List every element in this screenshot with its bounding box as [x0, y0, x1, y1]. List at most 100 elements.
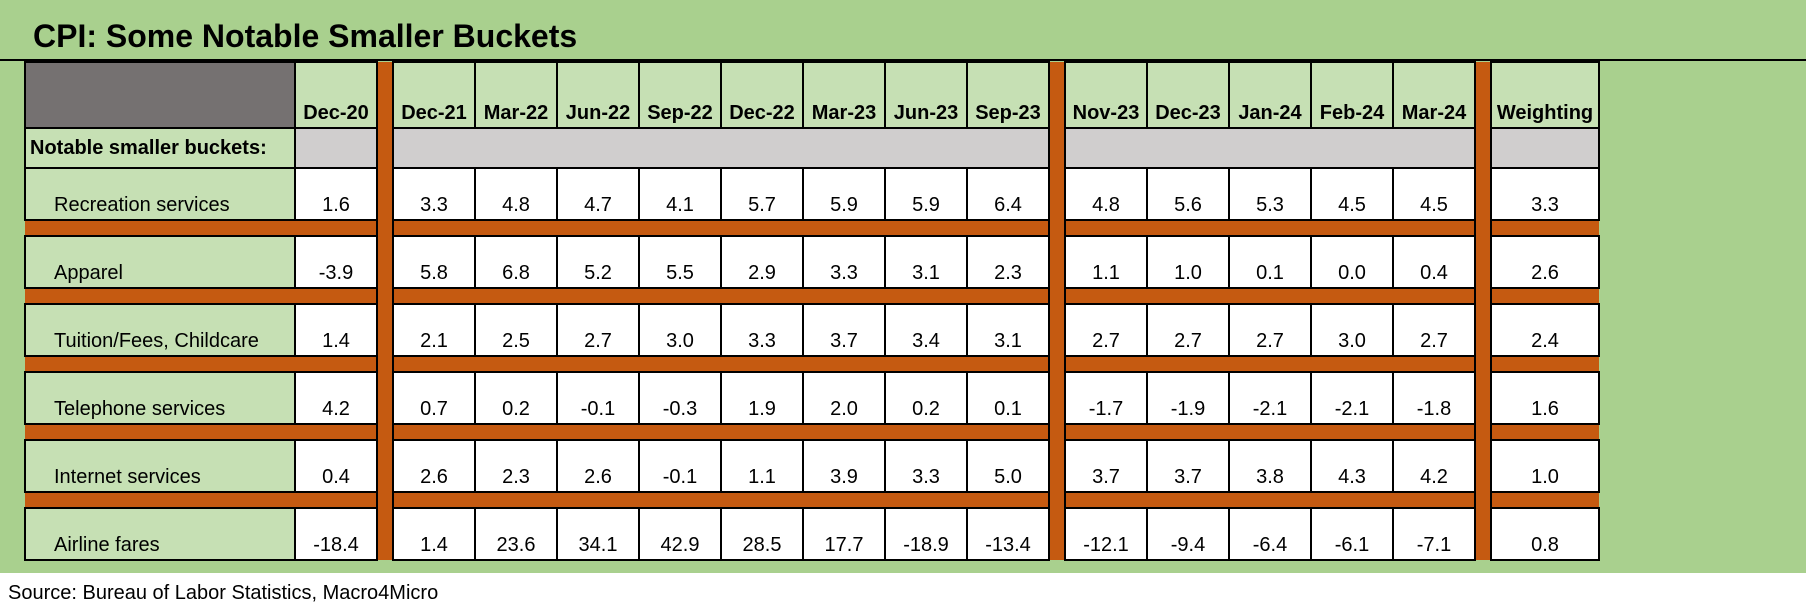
- value-cell: -6.1: [1310, 507, 1394, 561]
- header-corner: [24, 61, 296, 129]
- value-cell: 4.2: [294, 371, 378, 425]
- value-cell: -12.1: [1064, 507, 1148, 561]
- value-cell: 3.3: [802, 235, 886, 289]
- value-cell: 3.3: [392, 167, 476, 221]
- value-cell: 1.6: [1490, 371, 1600, 425]
- value-cell: 2.3: [966, 235, 1050, 289]
- source-note: Source: Bureau of Labor Statistics, Macr…: [8, 582, 439, 604]
- value-cell: 3.4: [884, 303, 968, 357]
- column-header: Mar-24: [1392, 61, 1476, 129]
- value-cell: -13.4: [966, 507, 1050, 561]
- row-separator: [25, 219, 1599, 237]
- value-cell: 1.0: [1490, 439, 1600, 493]
- row-separator: [25, 287, 1599, 305]
- row-label: Tuition/Fees, Childcare: [24, 303, 296, 357]
- column-separator: [376, 62, 394, 560]
- row-separator-cell: [295, 491, 377, 509]
- value-cell: -0.1: [638, 439, 722, 493]
- value-cell: 4.8: [1064, 167, 1148, 221]
- value-cell: 0.2: [884, 371, 968, 425]
- value-cell: 5.2: [556, 235, 640, 289]
- value-cell: 5.6: [1146, 167, 1230, 221]
- value-cell: 0.2: [474, 371, 558, 425]
- value-cell: 2.6: [556, 439, 640, 493]
- table-row: Recreation services 1.6 3.3 4.8 4.7 4.1 5.7 5.9…: [24, 167, 1600, 221]
- value-cell: 4.5: [1392, 167, 1476, 221]
- table-row: Internet services 0.4 2.6 2.3 2.6 -0.1 1.1 3.9 3…: [24, 439, 1600, 493]
- value-cell: 2.7: [1146, 303, 1230, 357]
- value-cell: -9.4: [1146, 507, 1230, 561]
- row-separator: [25, 423, 1599, 441]
- value-cell: 0.0: [1310, 235, 1394, 289]
- row-separator-cell: [25, 491, 295, 509]
- value-cell: -18.9: [884, 507, 968, 561]
- value-cell: 4.3: [1310, 439, 1394, 493]
- title-divider: [0, 59, 1806, 61]
- value-cell: 3.0: [638, 303, 722, 357]
- value-cell: -18.4: [294, 507, 378, 561]
- column-header: Dec-20: [294, 61, 378, 129]
- value-cell: 1.6: [294, 167, 378, 221]
- value-cell: 3.9: [802, 439, 886, 493]
- value-cell: 3.1: [966, 303, 1050, 357]
- value-cell: 1.4: [392, 507, 476, 561]
- section-fill: [1490, 127, 1600, 169]
- value-cell: 0.4: [1392, 235, 1476, 289]
- value-cell: -7.1: [1392, 507, 1476, 561]
- value-cell: 4.5: [1310, 167, 1394, 221]
- row-separator-cell: [1065, 287, 1475, 305]
- value-cell: 3.0: [1310, 303, 1394, 357]
- row-label: Telephone services: [24, 371, 296, 425]
- value-cell: 2.7: [1064, 303, 1148, 357]
- value-cell: -6.4: [1228, 507, 1312, 561]
- row-separator-cell: [393, 423, 1049, 441]
- value-cell: -1.8: [1392, 371, 1476, 425]
- row-separator: [25, 355, 1599, 373]
- value-cell: 2.5: [474, 303, 558, 357]
- value-cell: -3.9: [294, 235, 378, 289]
- row-separator-cell: [1491, 355, 1599, 373]
- value-cell: 1.9: [720, 371, 804, 425]
- value-cell: 2.7: [1392, 303, 1476, 357]
- value-cell: -2.1: [1310, 371, 1394, 425]
- value-cell: 1.1: [1064, 235, 1148, 289]
- value-cell: 2.6: [1490, 235, 1600, 289]
- value-cell: 6.4: [966, 167, 1050, 221]
- value-cell: 0.1: [1228, 235, 1312, 289]
- cpi-table: Dec-20 Dec-21 Mar-22 Jun-22 Sep-22 Dec-22 Mar-…: [24, 61, 1600, 561]
- value-cell: 2.1: [392, 303, 476, 357]
- value-cell: 2.3: [474, 439, 558, 493]
- row-label: Airline fares: [24, 507, 296, 561]
- row-separator-cell: [1491, 287, 1599, 305]
- value-cell: 4.8: [474, 167, 558, 221]
- row-separator-cell: [1065, 219, 1475, 237]
- row-label: Apparel: [24, 235, 296, 289]
- row-separator-cell: [1065, 491, 1475, 509]
- value-cell: 0.1: [966, 371, 1050, 425]
- value-cell: 5.0: [966, 439, 1050, 493]
- row-separator-cell: [295, 287, 377, 305]
- table-row: Apparel -3.9 5.8 6.8 5.2 5.5 2.9 3.3 3.1 2.3 1.1 1.…: [24, 235, 1600, 289]
- section-fill: [392, 127, 1050, 169]
- value-cell: 6.8: [474, 235, 558, 289]
- value-cell: 2.7: [1228, 303, 1312, 357]
- value-cell: 1.4: [294, 303, 378, 357]
- column-header: Mar-22: [474, 61, 558, 129]
- row-separator-cell: [1491, 219, 1599, 237]
- row-separator-cell: [295, 355, 377, 373]
- value-cell: 2.9: [720, 235, 804, 289]
- section-label: Notable smaller buckets:: [24, 127, 296, 169]
- row-separator-cell: [295, 423, 377, 441]
- column-separator: [1048, 62, 1066, 560]
- value-cell: 3.7: [1064, 439, 1148, 493]
- value-cell: 34.1: [556, 507, 640, 561]
- column-header: Dec-21: [392, 61, 476, 129]
- value-cell: 5.7: [720, 167, 804, 221]
- row-separator-cell: [1491, 423, 1599, 441]
- value-cell: 3.3: [1490, 167, 1600, 221]
- value-cell: 3.7: [802, 303, 886, 357]
- value-cell: 1.1: [720, 439, 804, 493]
- column-header: Feb-24: [1310, 61, 1394, 129]
- column-header: Jun-23: [884, 61, 968, 129]
- column-header: Weighting: [1490, 61, 1600, 129]
